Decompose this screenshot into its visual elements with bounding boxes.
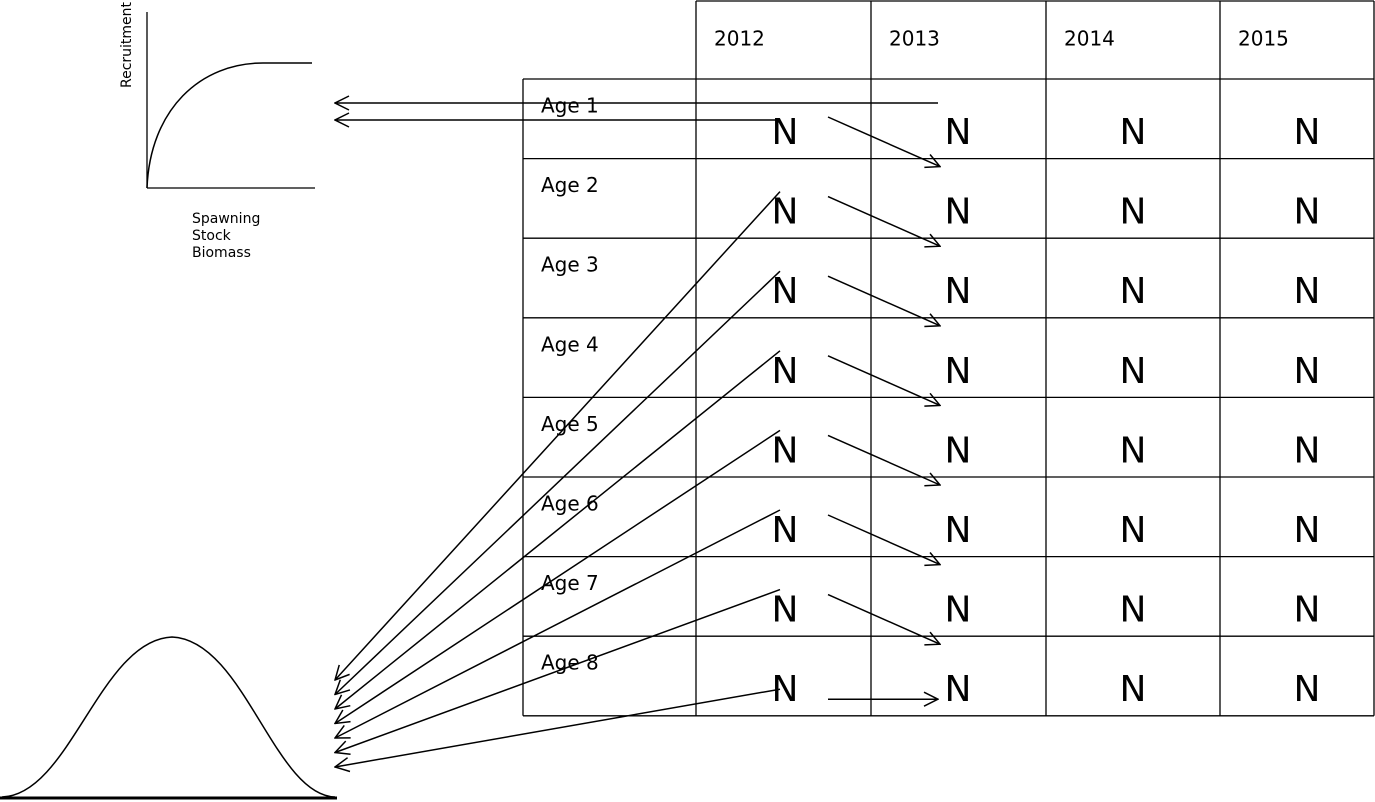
recruitment-curve <box>146 62 312 189</box>
cell: N <box>772 510 799 551</box>
cell: N <box>1294 351 1321 392</box>
arrow <box>827 593 940 645</box>
row-label: Age 1 <box>541 94 599 118</box>
row-label: Age 8 <box>541 651 599 675</box>
arrow <box>335 270 781 694</box>
row-label: Age 5 <box>541 412 599 436</box>
arrow <box>335 509 781 738</box>
column-header: 2015 <box>1238 27 1289 51</box>
column-header: 2014 <box>1064 27 1115 51</box>
cell: N <box>1120 271 1147 312</box>
x-label: Spawning <box>192 211 260 227</box>
cell: N <box>945 112 972 153</box>
cell: N <box>1294 590 1321 631</box>
cell: N <box>772 590 799 631</box>
arrow <box>827 514 940 565</box>
row-label: Age 2 <box>541 173 599 197</box>
arrow <box>335 688 781 767</box>
cell: N <box>772 351 799 392</box>
cell: N <box>1120 430 1147 471</box>
arrow <box>827 355 940 406</box>
cell: N <box>772 112 799 153</box>
cell: N <box>1120 510 1147 551</box>
arrow <box>335 191 781 680</box>
row-label: Age 6 <box>541 492 599 516</box>
y-label: Recruitment <box>119 1 135 88</box>
cell: N <box>945 271 972 312</box>
cell: N <box>1294 192 1321 233</box>
cell: N <box>1294 430 1321 471</box>
column-header: 2013 <box>889 27 940 51</box>
row-label: Age 3 <box>541 253 599 277</box>
x-label: Stock <box>192 228 232 244</box>
cell: N <box>1120 112 1147 153</box>
cell: N <box>945 351 972 392</box>
cell: N <box>1120 669 1147 710</box>
row-label: Age 7 <box>541 571 599 595</box>
cell: N <box>1294 271 1321 312</box>
cell: N <box>1120 590 1147 631</box>
cell: N <box>1294 112 1321 153</box>
arrow <box>827 195 940 247</box>
cell: N <box>945 590 972 631</box>
cell: N <box>1120 351 1147 392</box>
cell: N <box>945 192 972 233</box>
arrow <box>827 275 940 326</box>
bell-curve <box>1 636 336 798</box>
arrow <box>827 116 940 167</box>
column-header: 2012 <box>714 27 765 51</box>
arrow <box>827 434 940 485</box>
cell: N <box>1294 510 1321 551</box>
row-label: Age 4 <box>541 332 599 356</box>
arrow <box>335 429 781 723</box>
x-label: Biomass <box>192 245 251 261</box>
arrow <box>335 350 781 709</box>
cell: N <box>772 430 799 471</box>
cell: N <box>772 271 799 312</box>
cell: N <box>945 669 972 710</box>
cell: N <box>1120 192 1147 233</box>
cell: N <box>772 192 799 233</box>
cell: N <box>1294 669 1321 710</box>
cell: N <box>945 430 972 471</box>
arrow <box>335 588 781 753</box>
cell: N <box>945 510 972 551</box>
